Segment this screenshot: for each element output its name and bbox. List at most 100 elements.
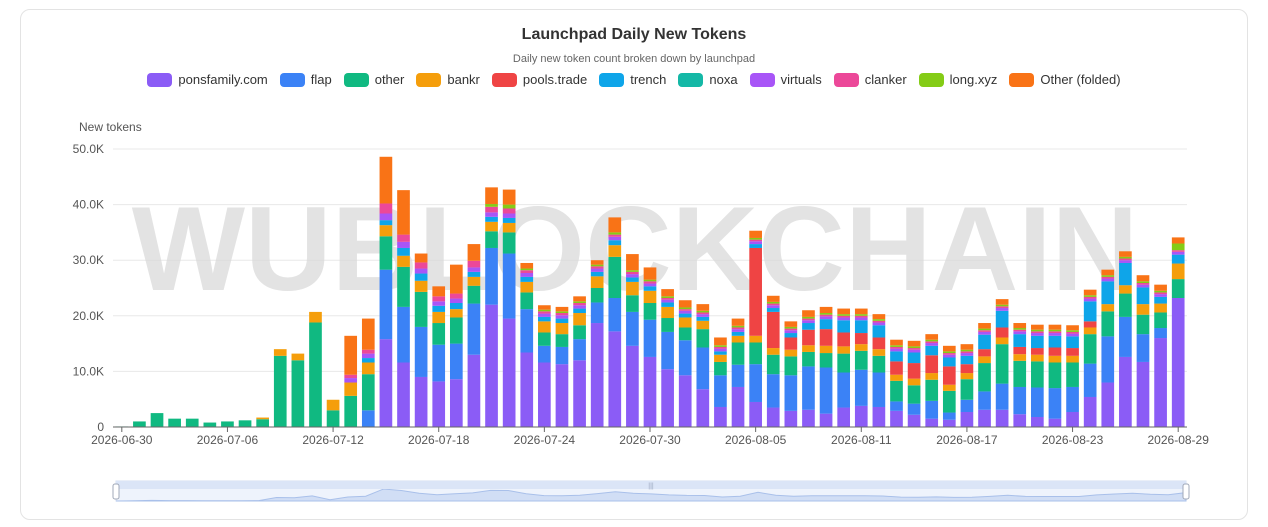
bar-segment-pools-trade[interactable] <box>1013 346 1027 355</box>
bar-segment-clanker[interactable] <box>749 239 762 242</box>
bar-segment-virtuals[interactable] <box>502 213 516 218</box>
bar-segment-trench[interactable] <box>995 310 1009 328</box>
bar-segment-flap[interactable] <box>467 303 481 355</box>
bar-segment-ponsfamily-com[interactable] <box>643 356 657 427</box>
bar-segment-other-folded-[interactable] <box>397 190 410 235</box>
bar-segment-trench[interactable] <box>590 271 604 277</box>
bar-segment-other-folded-[interactable] <box>837 308 851 315</box>
bar-segment-bankr[interactable] <box>731 335 745 343</box>
bar-segment-ponsfamily-com[interactable] <box>1031 416 1044 427</box>
bar-segment-long-xyz[interactable] <box>485 204 498 207</box>
bar-segment-trench[interactable] <box>819 319 833 330</box>
bar-segment-virtuals[interactable] <box>872 322 886 326</box>
bar-segment-virtuals[interactable] <box>1171 251 1185 255</box>
bar-segment-pools-trade[interactable] <box>978 349 991 357</box>
bar-segment-flap[interactable] <box>1066 386 1079 412</box>
bar-segment-bankr[interactable] <box>678 317 692 328</box>
bar-segment-clanker[interactable] <box>925 341 939 344</box>
bar-segment-bankr[interactable] <box>907 378 921 386</box>
legend-item-other[interactable]: other <box>343 72 404 87</box>
bar-segment-other[interactable] <box>643 303 657 320</box>
bar-segment-bankr[interactable] <box>784 349 798 357</box>
bar-segment-clanker[interactable] <box>696 312 710 315</box>
bar-segment-trench[interactable] <box>1013 334 1027 347</box>
bar-segment-bankr[interactable] <box>538 321 551 333</box>
bar-segment-bankr[interactable] <box>291 353 305 361</box>
bar-segment-clanker[interactable] <box>854 315 868 318</box>
bar-segment-long-xyz[interactable] <box>643 279 657 282</box>
bar-segment-virtuals[interactable] <box>1013 331 1027 335</box>
bar-segment-pools-trade[interactable] <box>819 329 833 346</box>
bar-segment-flap[interactable] <box>1154 328 1167 339</box>
bar-segment-flap[interactable] <box>714 375 727 407</box>
bar-segment-ponsfamily-com[interactable] <box>942 419 956 427</box>
bar-segment-long-xyz[interactable] <box>784 326 798 329</box>
bar-segment-clanker[interactable] <box>784 328 798 331</box>
bar-segment-flap[interactable] <box>802 366 815 410</box>
bar-segment-virtuals[interactable] <box>432 301 446 306</box>
bar-segment-long-xyz[interactable] <box>942 351 956 354</box>
bar-segment-ponsfamily-com[interactable] <box>502 318 516 427</box>
bar-segment-trench[interactable] <box>573 308 586 314</box>
bar-segment-bankr[interactable] <box>749 335 762 343</box>
bar-segment-trench[interactable] <box>467 271 481 277</box>
bar-segment-other-folded-[interactable] <box>502 189 516 205</box>
bar-segment-long-xyz[interactable] <box>520 268 534 271</box>
bar-segment-virtuals[interactable] <box>608 236 622 241</box>
bar-segment-clanker[interactable] <box>397 234 410 242</box>
bar-segment-virtuals[interactable] <box>890 348 903 352</box>
bar-segment-ponsfamily-com[interactable] <box>397 362 410 428</box>
bar-segment-virtuals[interactable] <box>449 298 463 304</box>
bar-segment-flap[interactable] <box>520 309 534 353</box>
legend-item-ponsfamily-com[interactable]: ponsfamily.com <box>147 72 268 87</box>
bar-segment-other[interactable] <box>432 323 446 345</box>
bar-segment-other-folded-[interactable] <box>678 300 692 308</box>
bar-segment-ponsfamily-com[interactable] <box>1136 361 1150 427</box>
bar-segment-clanker[interactable] <box>344 374 358 379</box>
bar-segment-virtuals[interactable] <box>520 272 534 277</box>
bar-segment-clanker[interactable] <box>872 320 886 323</box>
bar-segment-clanker[interactable] <box>643 281 657 284</box>
bar-segment-bankr[interactable] <box>1136 304 1150 315</box>
bar-segment-virtuals[interactable] <box>643 283 657 287</box>
bar-segment-long-xyz[interactable] <box>714 345 727 347</box>
bar-segment-other[interactable] <box>414 291 428 327</box>
bar-segment-pools-trade[interactable] <box>890 361 903 375</box>
legend-item-noxa[interactable]: noxa <box>678 72 738 87</box>
bar-segment-long-xyz[interactable] <box>837 314 851 316</box>
bar-segment-other[interactable] <box>731 342 745 365</box>
bar-segment-pools-trade[interactable] <box>942 366 956 385</box>
bar-segment-other[interactable] <box>907 385 921 404</box>
bar-segment-bankr[interactable] <box>837 346 851 354</box>
bar-segment-flap[interactable] <box>1136 334 1150 362</box>
zoom-handle-left[interactable] <box>112 483 120 500</box>
bar-segment-trench[interactable] <box>960 355 974 365</box>
bar-segment-bankr[interactable] <box>925 373 939 380</box>
bar-segment-trench[interactable] <box>837 320 851 333</box>
bar-segment-clanker[interactable] <box>819 314 833 317</box>
bar-segment-trench[interactable] <box>1083 301 1097 322</box>
bar-segment-other-folded-[interactable] <box>1154 284 1167 291</box>
bar-segment-long-xyz[interactable] <box>978 328 991 331</box>
bar-segment-other-folded-[interactable] <box>1101 269 1115 276</box>
bar-segment-other[interactable] <box>555 334 569 347</box>
bar-segment-flap[interactable] <box>555 346 569 365</box>
bar-segment-bankr[interactable] <box>555 323 569 335</box>
bar-segment-bankr[interactable] <box>379 225 393 237</box>
bar-segment-other-folded-[interactable] <box>555 306 569 312</box>
bar-segment-other-folded-[interactable] <box>1048 324 1062 330</box>
bar-segment-other[interactable] <box>890 380 903 402</box>
bar-segment-other[interactable] <box>766 354 780 375</box>
bar-segment-ponsfamily-com[interactable] <box>449 379 463 427</box>
bar-segment-virtuals[interactable] <box>626 274 639 278</box>
bar-segment-bankr[interactable] <box>819 345 833 354</box>
bar-segment-other[interactable] <box>1083 334 1097 364</box>
bar-segment-trench[interactable] <box>766 308 780 312</box>
bar-segment-pools-trade[interactable] <box>854 333 868 345</box>
bar-segment-other[interactable] <box>1154 312 1167 329</box>
bar-segment-bankr[interactable] <box>854 344 868 351</box>
bar-segment-pools-trade[interactable] <box>925 355 939 374</box>
bar-segment-other[interactable] <box>749 342 762 365</box>
bar-segment-flap[interactable] <box>432 344 446 382</box>
bar-segment-clanker[interactable] <box>1136 283 1150 285</box>
